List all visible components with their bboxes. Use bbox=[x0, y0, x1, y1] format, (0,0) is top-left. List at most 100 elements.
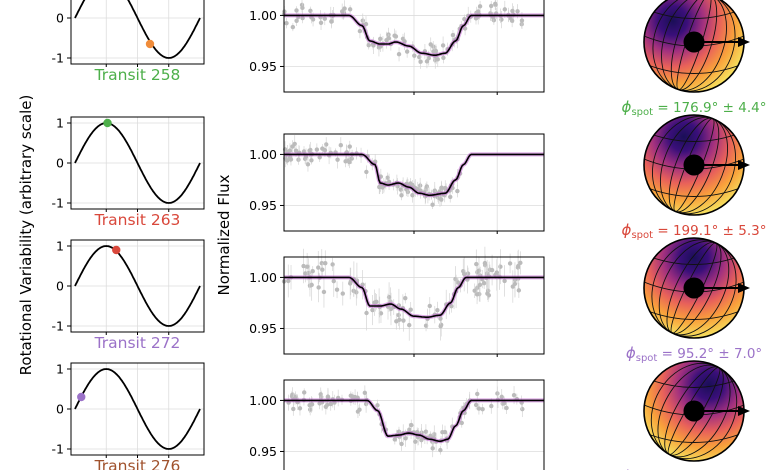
data-point bbox=[401, 318, 406, 323]
data-point bbox=[380, 185, 385, 190]
data-point bbox=[515, 9, 520, 14]
data-point bbox=[473, 402, 479, 408]
data-point bbox=[487, 267, 493, 272]
data-point bbox=[328, 401, 333, 407]
data-point bbox=[397, 317, 402, 322]
data-point bbox=[443, 185, 448, 191]
data-point bbox=[320, 267, 325, 272]
data-point bbox=[459, 420, 464, 426]
data-point bbox=[290, 392, 295, 397]
data-point bbox=[450, 32, 456, 38]
phase-marker bbox=[103, 118, 112, 128]
data-point bbox=[364, 169, 369, 175]
data-point bbox=[378, 36, 383, 41]
arrow-head bbox=[738, 37, 750, 47]
data-point bbox=[455, 188, 460, 194]
data-point bbox=[430, 446, 435, 451]
data-point bbox=[290, 144, 295, 149]
latitude-line bbox=[644, 63, 744, 74]
data-point bbox=[294, 18, 299, 24]
y-tick-label: 1 bbox=[56, 362, 64, 377]
data-point bbox=[323, 404, 329, 409]
data-point bbox=[330, 262, 335, 267]
data-point bbox=[510, 8, 515, 14]
data-point bbox=[493, 1, 498, 7]
planet-disk bbox=[683, 31, 705, 53]
y-tick-label: 1.00 bbox=[249, 8, 277, 23]
lightcurve-panel: 1.00 0.95 bbox=[249, 0, 545, 95]
data-point bbox=[427, 303, 432, 309]
data-point bbox=[438, 447, 443, 453]
data-point bbox=[520, 406, 525, 412]
phi-subscript: spot bbox=[631, 230, 653, 241]
data-point bbox=[291, 406, 296, 412]
data-point bbox=[304, 264, 310, 269]
y-tick-label: 0.95 bbox=[249, 321, 277, 336]
data-point bbox=[519, 18, 525, 23]
data-point bbox=[511, 392, 517, 398]
model-curve bbox=[284, 153, 544, 197]
data-point bbox=[364, 310, 369, 316]
data-point bbox=[502, 278, 507, 284]
data-point bbox=[301, 263, 306, 269]
data-point bbox=[403, 436, 408, 441]
data-point bbox=[338, 143, 344, 148]
data-point bbox=[363, 401, 369, 407]
data-point bbox=[399, 193, 404, 198]
y-tick-label: -1 bbox=[52, 196, 64, 211]
data-point bbox=[318, 20, 324, 25]
data-point bbox=[290, 24, 296, 30]
spot-longitude-label: ϕspot = 199.1° ± 5.3° bbox=[622, 221, 767, 241]
axes-frame bbox=[283, 379, 545, 470]
data-point bbox=[399, 441, 404, 447]
data-point bbox=[322, 148, 328, 153]
data-point bbox=[347, 7, 353, 12]
data-point bbox=[424, 184, 430, 189]
y-tick-label: 1.00 bbox=[249, 147, 277, 162]
phi-value: = 95.2° ± 7.0° bbox=[657, 346, 762, 362]
data-point bbox=[322, 16, 327, 21]
lightcurve-panel: 1.00 0.95 bbox=[249, 133, 545, 234]
y-tick-label: 0 bbox=[56, 402, 64, 417]
data-point bbox=[386, 294, 392, 300]
data-point bbox=[370, 307, 375, 313]
y-tick-label: 1 bbox=[56, 116, 64, 131]
latitude-line bbox=[644, 186, 744, 197]
data-point bbox=[481, 280, 487, 286]
data-point bbox=[465, 271, 471, 276]
data-point bbox=[472, 288, 477, 293]
model-curve bbox=[284, 14, 544, 56]
data-point bbox=[417, 183, 423, 188]
data-point bbox=[286, 278, 291, 284]
data-point bbox=[435, 57, 440, 62]
rotation-curve bbox=[74, 368, 201, 450]
data-point bbox=[296, 157, 301, 162]
data-point bbox=[308, 8, 313, 13]
data-point bbox=[357, 28, 363, 34]
data-point bbox=[357, 407, 362, 412]
transit-caption: Transit 276 bbox=[94, 457, 181, 470]
data-point bbox=[302, 390, 307, 395]
data-point bbox=[404, 49, 410, 54]
spot-map-panel: ϕspot = 199.1° ± 5.3° bbox=[622, 114, 767, 241]
data-point bbox=[480, 406, 485, 412]
data-point bbox=[309, 158, 314, 163]
data-point bbox=[395, 184, 400, 189]
data-point bbox=[461, 271, 467, 277]
spot-map-panel: ϕspot = 329.0° ± 7.7° bbox=[622, 360, 766, 470]
y-tick-label: 1 bbox=[56, 239, 64, 254]
data-point bbox=[349, 156, 354, 161]
data-point bbox=[362, 390, 368, 396]
data-point bbox=[477, 282, 483, 288]
data-point bbox=[440, 43, 446, 48]
phase-marker bbox=[112, 245, 121, 255]
data-point bbox=[335, 157, 340, 162]
data-point bbox=[441, 55, 446, 61]
data-point bbox=[474, 292, 480, 297]
data-point bbox=[347, 281, 353, 286]
data-point bbox=[423, 323, 429, 328]
data-point bbox=[392, 437, 398, 442]
y-tick-label: 0 bbox=[56, 156, 64, 171]
arrow-head bbox=[738, 283, 750, 293]
